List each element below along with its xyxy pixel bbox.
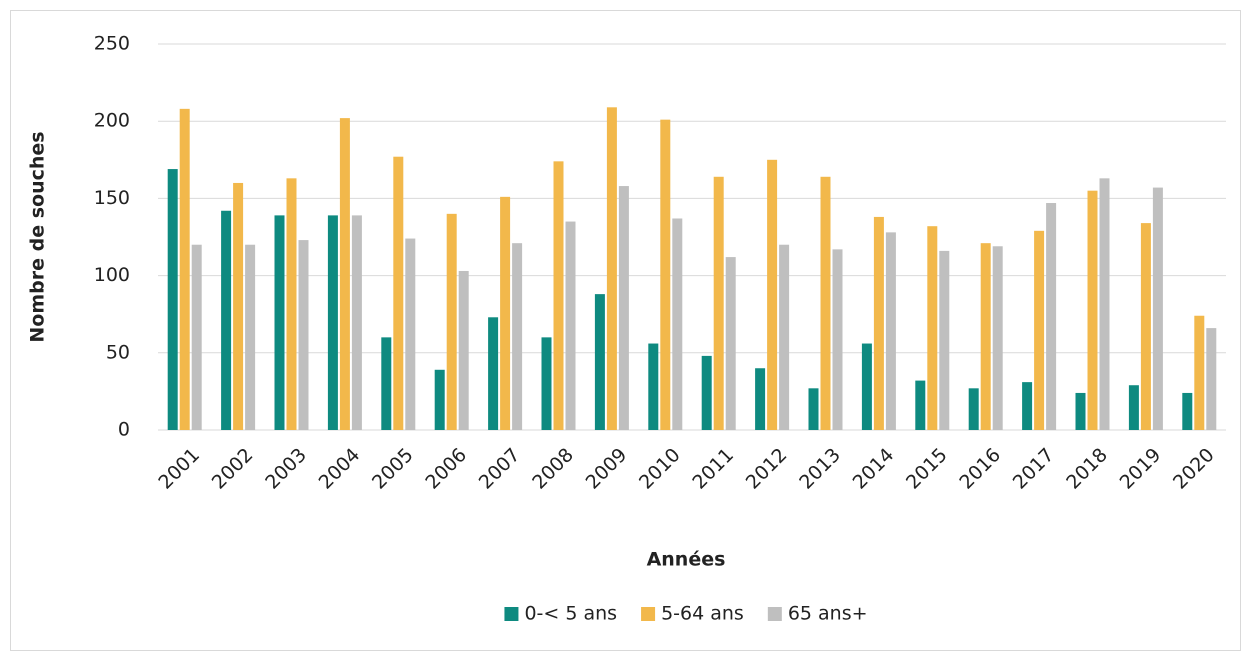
bar: [968, 388, 979, 430]
y-tick-label: 150: [94, 187, 130, 209]
bar: [980, 243, 991, 430]
bar: [233, 182, 244, 430]
y-tick-label: 50: [106, 341, 130, 363]
bar: [1140, 223, 1151, 430]
bar: [1075, 392, 1086, 430]
bar: [1152, 187, 1163, 430]
x-axis-title: Années: [647, 549, 726, 571]
bar: [191, 244, 202, 430]
bar: [992, 246, 1003, 430]
bar: [1182, 392, 1193, 430]
bar: [405, 238, 416, 430]
legend-swatch: [504, 607, 519, 621]
bar: [885, 232, 896, 430]
bar: [434, 369, 445, 430]
bar: [648, 343, 659, 430]
bar: [512, 243, 523, 430]
bar: [286, 178, 297, 430]
legend-swatch: [767, 607, 782, 621]
bar: [725, 257, 736, 430]
bar: [500, 196, 511, 430]
bar: [381, 337, 392, 430]
bar: [1087, 190, 1098, 430]
bar: [245, 244, 256, 430]
bar: [327, 215, 338, 430]
bar: [298, 240, 309, 430]
bar: [861, 343, 872, 430]
y-tick-label: 200: [94, 110, 130, 132]
legend-label: 5-64 ans: [661, 603, 744, 625]
bar: [1022, 382, 1033, 430]
y-tick-label: 0: [118, 419, 130, 441]
bar: [915, 380, 926, 430]
bar: [221, 210, 232, 430]
bar: [1206, 328, 1217, 430]
legend-swatch: [641, 607, 656, 621]
bar: [1128, 385, 1139, 430]
bar: [1046, 203, 1057, 430]
bar: [594, 294, 605, 430]
bar: [873, 216, 884, 430]
y-axis-title: Nombre de souches: [27, 131, 49, 342]
bar: [179, 108, 190, 431]
bar: [927, 226, 938, 430]
bar: [1034, 230, 1045, 430]
bar: [1099, 178, 1110, 430]
y-tick-label: 250: [94, 33, 130, 55]
bar: [339, 118, 350, 430]
y-tick-label: 100: [94, 264, 130, 286]
bar: [820, 176, 831, 430]
bar: [393, 156, 404, 430]
bar: [660, 119, 671, 430]
bar: [618, 186, 629, 430]
bar: [808, 388, 819, 430]
bar: [553, 161, 564, 430]
bar: [939, 250, 950, 430]
legend-label: 65 ans+: [788, 603, 868, 625]
bar: [767, 159, 778, 431]
bar: [1194, 315, 1205, 430]
bar: [488, 317, 499, 430]
bar: [779, 244, 790, 430]
bar: [755, 368, 766, 430]
bar: [541, 337, 552, 430]
bar: [672, 218, 683, 430]
bar: [274, 215, 285, 430]
bar: [713, 176, 724, 430]
bar: [606, 107, 617, 430]
bar: [832, 249, 843, 430]
legend-label: 0-< 5 ans: [524, 603, 617, 625]
bar: [701, 355, 712, 430]
bar: [565, 221, 576, 430]
bar: [446, 213, 457, 430]
bar: [458, 270, 469, 430]
bar: [351, 215, 362, 430]
bar: [167, 169, 178, 430]
